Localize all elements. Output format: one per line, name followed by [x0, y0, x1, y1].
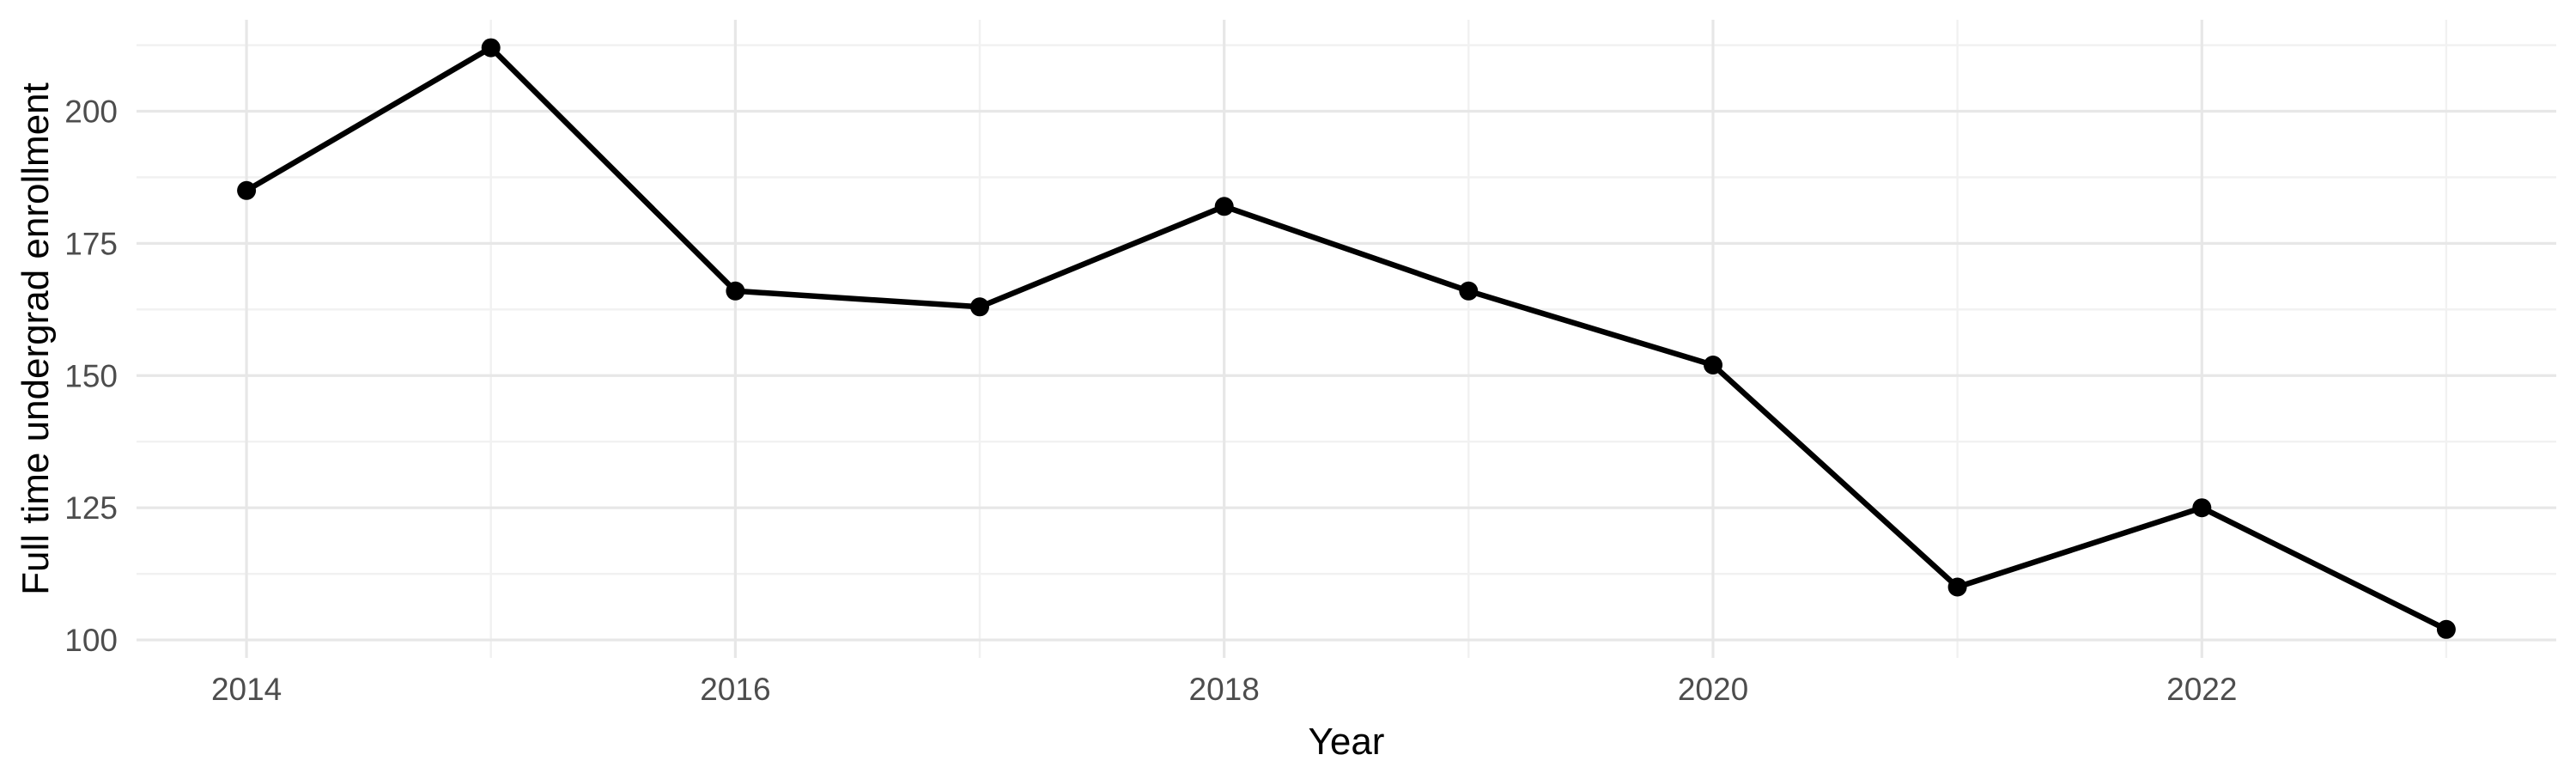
x-tick-label: 2014 [211, 672, 282, 707]
x-tick-label: 2016 [700, 672, 770, 707]
data-point [481, 38, 501, 58]
enrollment-line [245, 45, 2448, 632]
data-point [1214, 197, 1234, 216]
data-point [1704, 356, 1722, 374]
data-point [2192, 498, 2212, 518]
y-tick-label: 150 [64, 358, 118, 393]
data-point [726, 281, 745, 301]
data-point [1947, 577, 1967, 597]
enrollment-series [237, 38, 2456, 639]
y-tick-label: 100 [64, 623, 118, 658]
data-point [2436, 619, 2456, 639]
x-tick-label: 2020 [1678, 672, 1748, 707]
y-tick-label: 125 [64, 490, 118, 526]
y-tick-label: 200 [64, 94, 118, 130]
x-tick-label: 2022 [2166, 672, 2237, 707]
data-point [970, 297, 989, 317]
x-axis-title: Year [1309, 721, 1385, 763]
data-point [1459, 281, 1479, 301]
tick-labels: 100 125 150 175 200 2014 2016 2018 2020 2022 [64, 94, 2237, 708]
y-tick-label: 175 [64, 226, 118, 261]
minor-gridlines [137, 20, 2556, 658]
x-tick-label: 2018 [1189, 672, 1260, 707]
data-point [237, 180, 257, 200]
y-axis-title: Full time undergrad enrollment [15, 82, 57, 595]
major-gridlines [137, 20, 2556, 658]
